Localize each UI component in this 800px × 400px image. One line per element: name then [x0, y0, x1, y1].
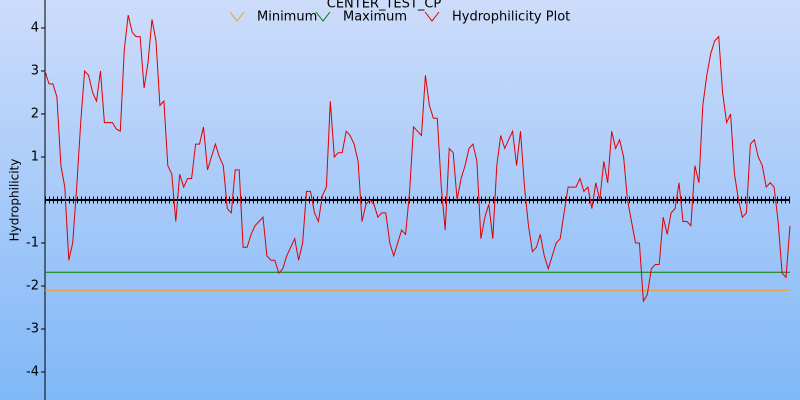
y-tick-label: 1	[31, 149, 39, 164]
y-tick-label: -3	[26, 322, 39, 337]
y-axis-label: Hydrophilicity	[8, 159, 22, 242]
data-line	[44, 14, 791, 303]
chart-title: CENTER_TEST_CP	[327, 0, 442, 12]
legend-label: Hydrophilicity Plot	[452, 10, 570, 25]
legend-icon	[424, 11, 440, 22]
y-tick-label: -1	[26, 236, 39, 251]
legend-label: Maximum	[343, 10, 407, 25]
y-tick-label: 4	[31, 20, 39, 35]
y-tick-label: -2	[26, 279, 39, 294]
legend-icon	[315, 11, 331, 22]
y-tick-label: 3	[31, 63, 39, 78]
legend-icon	[229, 11, 245, 22]
legend-label: Minimum	[257, 10, 317, 25]
y-tick-label: -4	[26, 365, 39, 380]
y-tick-label: 2	[31, 106, 39, 121]
